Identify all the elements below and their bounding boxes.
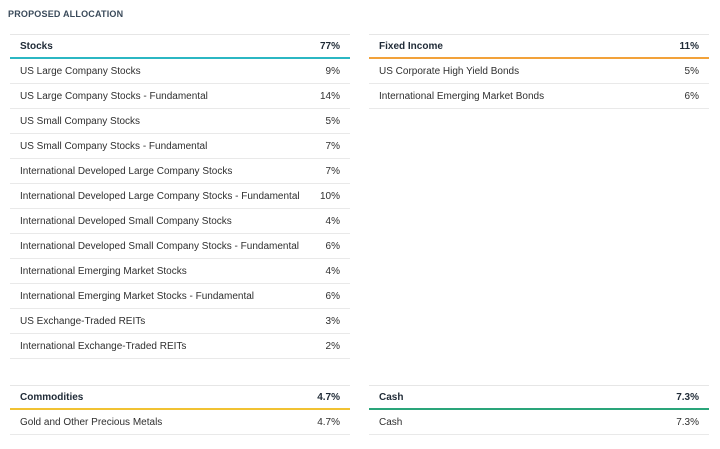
commodities-accent-bar (10, 408, 350, 410)
stocks-panel: Stocks 77% US Large Company Stocks 9% US … (10, 34, 350, 359)
item-value: 5% (325, 115, 340, 127)
item-value: 9% (325, 65, 340, 77)
item-name: International Developed Large Company St… (20, 165, 233, 177)
item-name: Cash (379, 416, 403, 428)
item-name: International Emerging Market Bonds (379, 90, 545, 102)
list-item: Cash 7.3% (369, 410, 709, 435)
fixed-income-total: 11% (679, 40, 699, 52)
list-item: International Emerging Market Stocks - F… (10, 284, 350, 309)
item-name: International Developed Large Company St… (20, 190, 300, 202)
list-item: US Large Company Stocks 9% (10, 59, 350, 84)
list-item: US Small Company Stocks 5% (10, 109, 350, 134)
list-item: US Large Company Stocks - Fundamental 14% (10, 84, 350, 109)
commodities-total: 4.7% (317, 391, 340, 403)
stocks-header: Stocks 77% (10, 34, 350, 57)
list-item: US Small Company Stocks - Fundamental 7% (10, 134, 350, 159)
item-name: International Exchange-Traded REITs (20, 340, 187, 352)
item-value: 6% (325, 240, 340, 252)
list-item: International Emerging Market Stocks 4% (10, 259, 350, 284)
page-title: PROPOSED ALLOCATION (8, 9, 124, 19)
list-item: International Developed Large Company St… (10, 184, 350, 209)
fixed-income-accent-bar (369, 57, 709, 59)
cash-panel: Cash 7.3% Cash 7.3% (369, 385, 709, 435)
cash-label: Cash (379, 391, 404, 403)
item-value: 7.3% (676, 416, 699, 428)
item-name: US Corporate High Yield Bonds (379, 65, 520, 77)
item-value: 4% (325, 265, 340, 277)
list-item: US Corporate High Yield Bonds 5% (369, 59, 709, 84)
list-item: International Exchange-Traded REITs 2% (10, 334, 350, 359)
list-item: International Developed Small Company St… (10, 209, 350, 234)
item-name: US Large Company Stocks - Fundamental (20, 90, 208, 102)
item-name: US Small Company Stocks (20, 115, 141, 127)
fixed-income-header: Fixed Income 11% (369, 34, 709, 57)
item-value: 2% (325, 340, 340, 352)
fixed-income-label: Fixed Income (379, 40, 443, 52)
list-item: International Emerging Market Bonds 6% (369, 84, 709, 109)
commodities-header: Commodities 4.7% (10, 385, 350, 408)
stocks-total: 77% (319, 40, 340, 52)
item-name: International Developed Small Company St… (20, 240, 300, 252)
item-name: International Emerging Market Stocks (20, 265, 187, 277)
item-value: 4.7% (317, 416, 340, 428)
list-item: US Exchange-Traded REITs 3% (10, 309, 350, 334)
item-value: 7% (325, 140, 340, 152)
stocks-label: Stocks (20, 40, 53, 52)
list-item: International Developed Large Company St… (10, 159, 350, 184)
item-name: International Emerging Market Stocks - F… (20, 290, 254, 302)
fixed-income-panel: Fixed Income 11% US Corporate High Yield… (369, 34, 709, 109)
item-name: US Large Company Stocks (20, 65, 141, 77)
commodities-panel: Commodities 4.7% Gold and Other Precious… (10, 385, 350, 435)
item-name: International Developed Small Company St… (20, 215, 232, 227)
commodities-label: Commodities (20, 391, 84, 403)
cash-header: Cash 7.3% (369, 385, 709, 408)
item-value: 5% (684, 65, 699, 77)
item-value: 6% (684, 90, 699, 102)
item-name: US Small Company Stocks - Fundamental (20, 140, 208, 152)
item-name: Gold and Other Precious Metals (20, 416, 163, 428)
item-value: 6% (325, 290, 340, 302)
list-item: International Developed Small Company St… (10, 234, 350, 259)
stocks-accent-bar (10, 57, 350, 59)
item-value: 10% (319, 190, 340, 202)
list-item: Gold and Other Precious Metals 4.7% (10, 410, 350, 435)
cash-total: 7.3% (676, 391, 699, 403)
item-name: US Exchange-Traded REITs (20, 315, 146, 327)
item-value: 3% (325, 315, 340, 327)
cash-accent-bar (369, 408, 709, 410)
item-value: 4% (325, 215, 340, 227)
item-value: 14% (319, 90, 340, 102)
item-value: 7% (325, 165, 340, 177)
